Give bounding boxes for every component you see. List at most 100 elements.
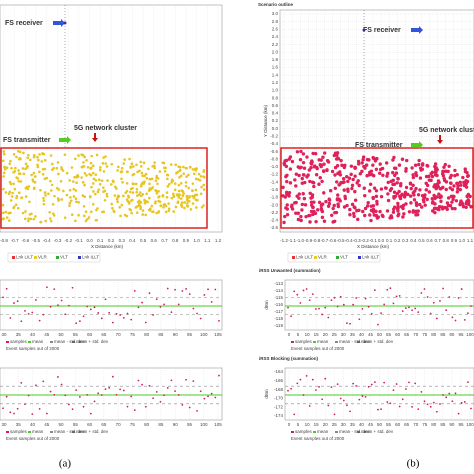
sample-point bbox=[60, 299, 63, 302]
y-tick-label: 0.0 bbox=[272, 126, 279, 131]
cluster-node bbox=[361, 209, 365, 214]
sample-point bbox=[166, 387, 169, 389]
cluster-node bbox=[83, 171, 87, 175]
cluster-node bbox=[12, 182, 15, 186]
cluster-node bbox=[112, 209, 115, 213]
sample-point bbox=[9, 317, 12, 319]
cluster-label: 5G network cluster bbox=[74, 125, 137, 132]
cluster-node bbox=[320, 179, 324, 184]
cluster-node bbox=[101, 162, 105, 165]
cluster-node bbox=[14, 203, 18, 207]
sample-point bbox=[2, 296, 4, 299]
cluster-node bbox=[422, 200, 426, 204]
cluster-node bbox=[325, 158, 330, 163]
cluster-node bbox=[51, 203, 55, 206]
cluster-node bbox=[405, 158, 409, 163]
cluster-node bbox=[62, 189, 65, 193]
cluster-node bbox=[297, 192, 301, 196]
cluster-node bbox=[158, 170, 162, 173]
cluster-node bbox=[443, 162, 448, 167]
panel-caption: (a) bbox=[59, 458, 72, 470]
cluster-node bbox=[98, 182, 102, 186]
cluster-node bbox=[394, 171, 399, 175]
cluster-node bbox=[13, 187, 17, 191]
x-tick-label: 100 bbox=[200, 422, 208, 427]
x-tick-label: 15 bbox=[314, 332, 320, 337]
sample-point bbox=[122, 317, 125, 319]
x-tick-label: 55 bbox=[386, 332, 392, 337]
cluster-node bbox=[435, 173, 439, 178]
cluster-node bbox=[70, 166, 74, 169]
cluster-node bbox=[182, 172, 185, 175]
x-axis-label: Event samples out of 2000 bbox=[291, 346, 345, 351]
sample-point bbox=[395, 295, 398, 298]
x-tick-label: 65 bbox=[404, 422, 410, 427]
x-tick-label: -0.1 bbox=[369, 238, 377, 243]
cluster-node bbox=[148, 177, 152, 181]
cluster-node bbox=[82, 161, 85, 164]
sample-point bbox=[27, 394, 30, 397]
cluster-node bbox=[68, 201, 72, 205]
cluster-node bbox=[127, 202, 131, 205]
y-tick-label: -168 bbox=[274, 387, 284, 392]
cluster-node bbox=[443, 205, 447, 210]
x-tick-label: 0.0 bbox=[378, 238, 385, 243]
cluster-node bbox=[305, 155, 309, 159]
legend-swatch bbox=[28, 431, 31, 433]
x-tick-label: 0.7 bbox=[161, 238, 168, 243]
y-tick-label: 0.8 bbox=[272, 95, 279, 100]
sample-point bbox=[395, 383, 398, 385]
sample-point bbox=[49, 305, 52, 308]
cluster-node bbox=[42, 152, 46, 156]
cluster-node bbox=[350, 183, 355, 188]
cluster-node bbox=[458, 188, 462, 192]
x-tick-label: 60 bbox=[395, 332, 401, 337]
cluster-node bbox=[403, 190, 408, 195]
cluster-node bbox=[437, 180, 441, 185]
scenario-title: Scenario outline bbox=[258, 2, 294, 7]
cluster-node bbox=[90, 154, 94, 158]
cluster-node bbox=[141, 193, 145, 196]
cluster-node bbox=[469, 205, 473, 209]
cluster-node bbox=[202, 175, 205, 178]
cluster-node bbox=[309, 161, 313, 165]
cluster-node bbox=[184, 181, 188, 184]
cluster-node bbox=[141, 174, 144, 178]
x-tick-label: -0.5 bbox=[337, 238, 345, 243]
sample-point bbox=[417, 311, 420, 314]
cluster-node bbox=[376, 215, 381, 219]
x-tick-label: 75 bbox=[130, 332, 136, 337]
sample-point bbox=[166, 287, 169, 290]
legend-swatch bbox=[28, 341, 31, 343]
sample-point bbox=[318, 307, 320, 310]
sample-point bbox=[31, 413, 34, 416]
cluster-node bbox=[44, 194, 47, 197]
cluster-node bbox=[391, 210, 396, 214]
sample-point bbox=[423, 400, 426, 403]
cluster-node bbox=[386, 171, 390, 176]
x-tick-label: -0.8 bbox=[312, 238, 320, 243]
cluster-node bbox=[440, 171, 445, 176]
cluster-node bbox=[325, 168, 329, 172]
sample-point bbox=[352, 303, 355, 306]
cluster-node bbox=[366, 201, 370, 205]
cluster-node bbox=[183, 201, 186, 204]
cluster-node bbox=[32, 171, 36, 175]
cluster-node bbox=[102, 170, 106, 173]
cluster-node bbox=[10, 166, 13, 170]
legend-label: mean - std. dev bbox=[339, 339, 371, 344]
cluster-node bbox=[177, 196, 181, 199]
x-tick-label: 90 bbox=[449, 332, 455, 337]
cluster-node bbox=[83, 183, 86, 187]
cluster-node bbox=[365, 174, 369, 178]
cluster-node bbox=[447, 164, 451, 168]
cluster-node bbox=[68, 179, 72, 182]
cluster-node bbox=[44, 219, 47, 223]
legend-label: mean bbox=[317, 339, 329, 344]
sample-point bbox=[349, 410, 351, 413]
cluster-node bbox=[80, 153, 83, 156]
cluster-node bbox=[38, 153, 41, 156]
cluster-node bbox=[49, 154, 53, 157]
cluster-node bbox=[60, 198, 64, 201]
cluster-node bbox=[467, 202, 471, 207]
